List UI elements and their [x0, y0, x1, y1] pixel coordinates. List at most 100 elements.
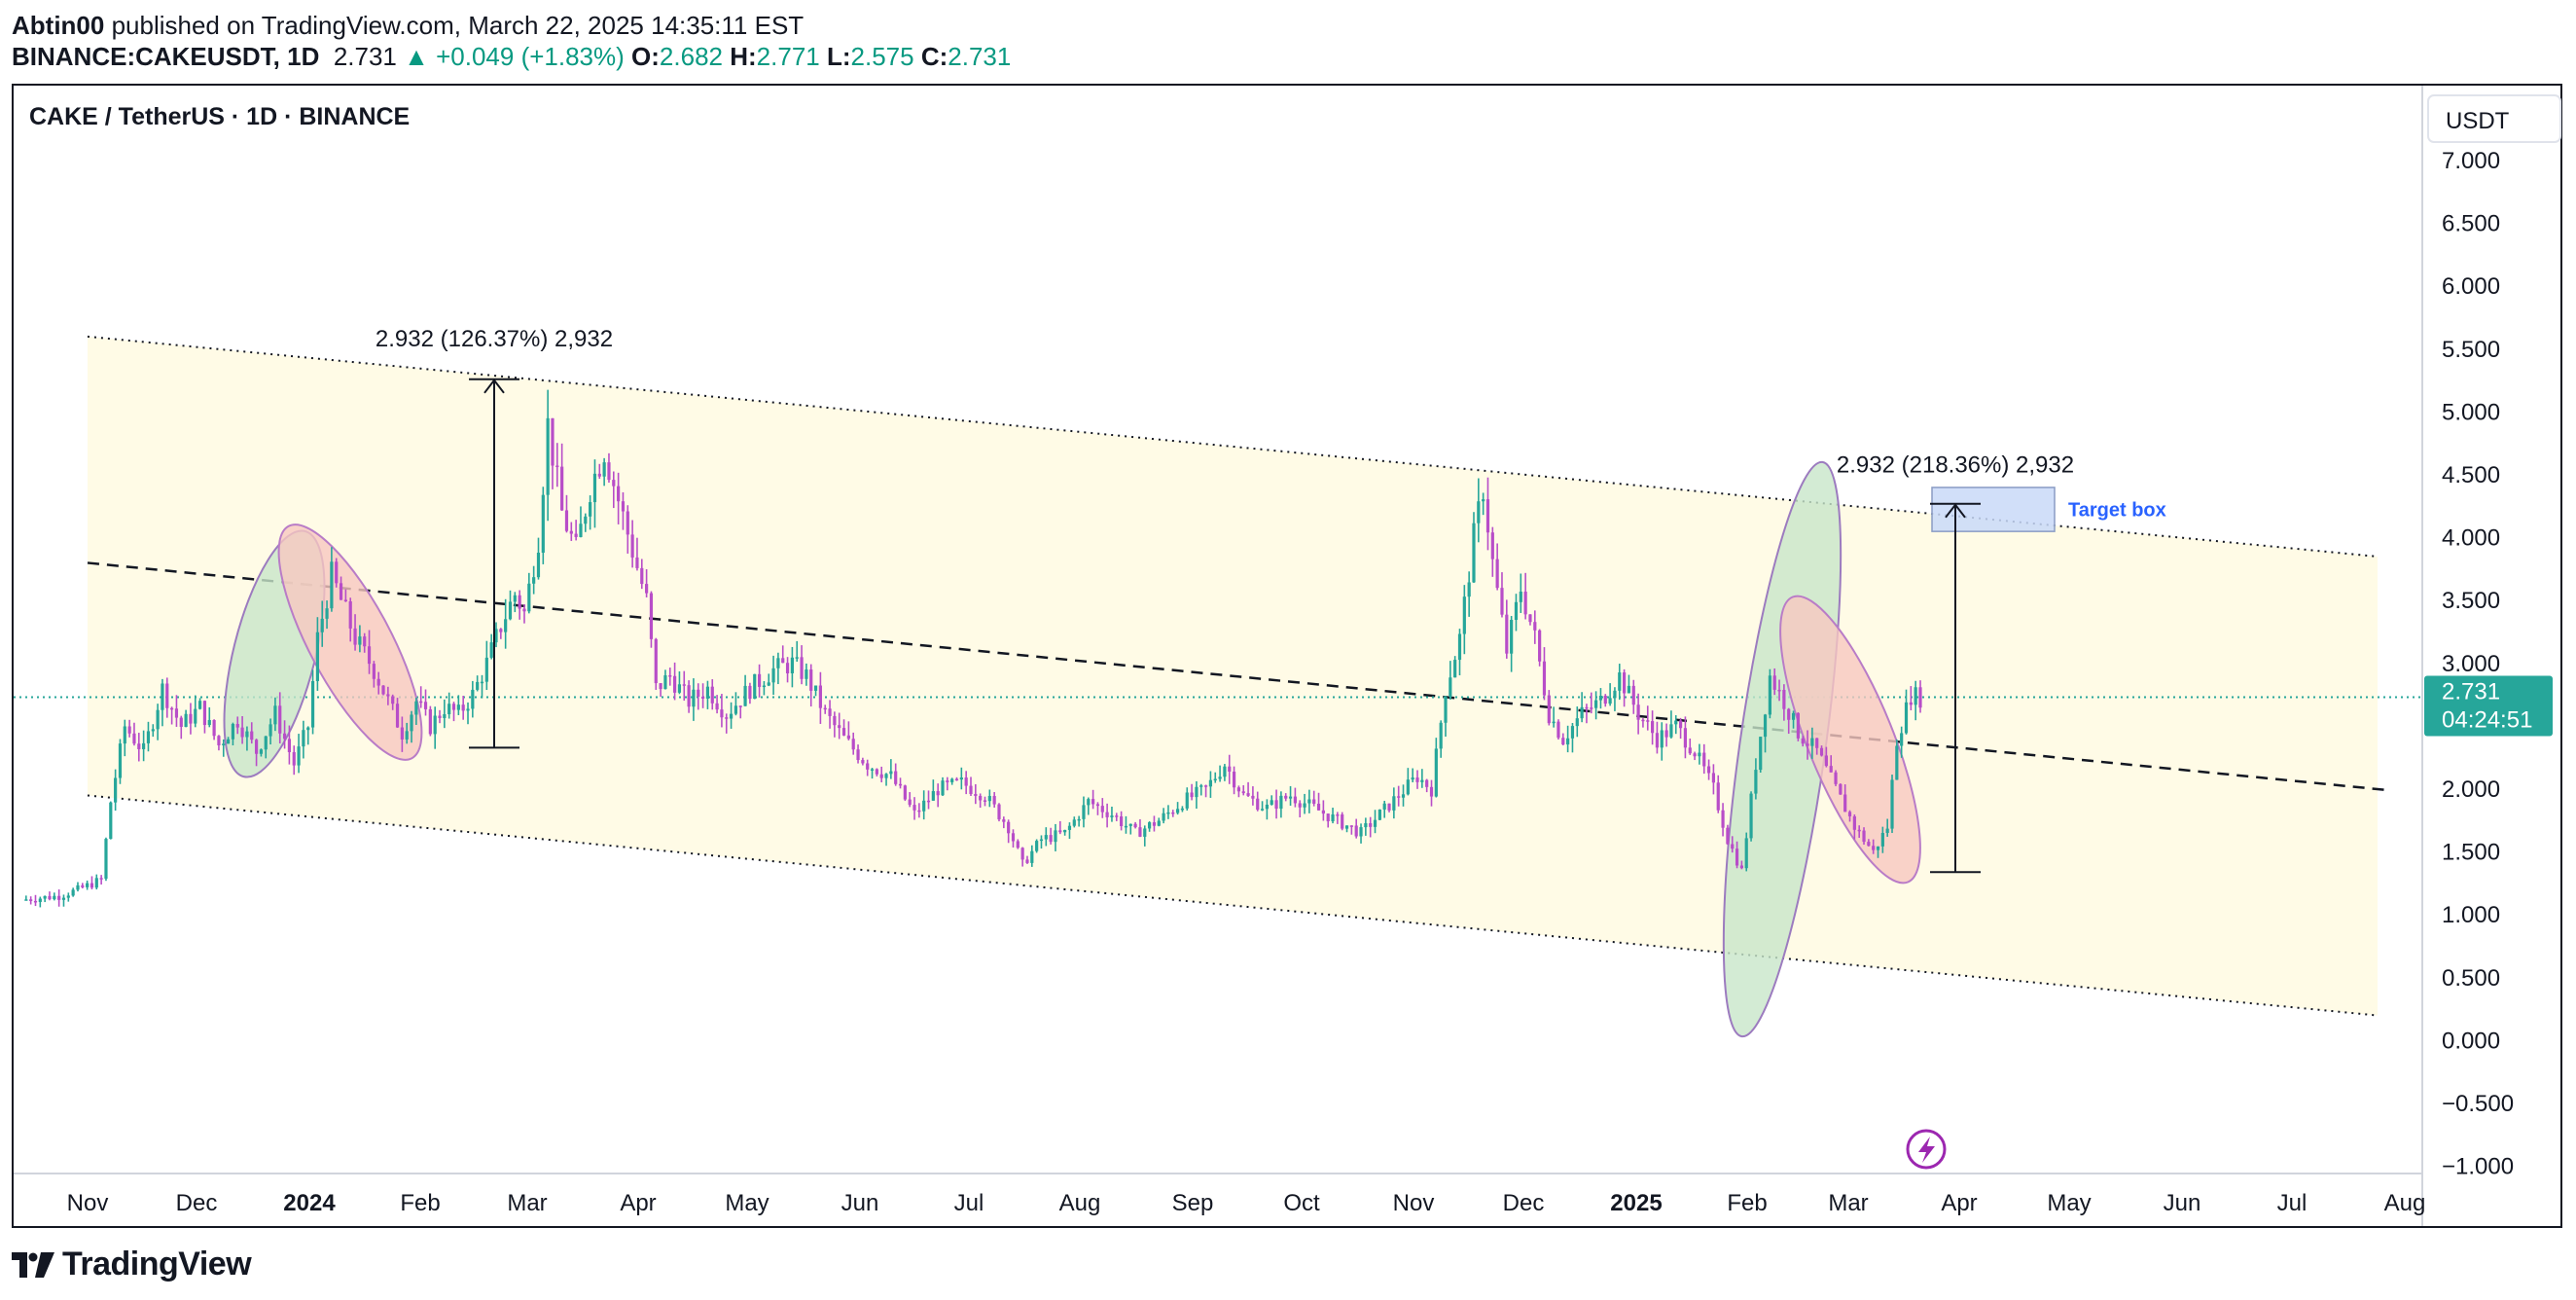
author-name[interactable]: Abtin00	[12, 11, 105, 40]
x-tick-label: May	[2047, 1190, 2091, 1216]
candle	[1063, 829, 1067, 836]
channel-mid-line[interactable]	[87, 561, 2386, 792]
candle	[1706, 759, 1711, 780]
x-tick-label: Nov	[67, 1190, 109, 1216]
chart-frame[interactable]	[12, 84, 2562, 1228]
candle	[1110, 806, 1114, 822]
measure-label-2: 2.932 (218.36%) 2,932	[1837, 452, 2074, 479]
candle	[574, 520, 578, 541]
candle	[381, 685, 385, 696]
candle	[1631, 679, 1635, 714]
candle	[1288, 785, 1293, 807]
candle	[809, 664, 813, 707]
candle	[1072, 816, 1076, 828]
high-label: H:	[730, 42, 757, 71]
candle	[1236, 785, 1241, 798]
candle	[720, 694, 724, 728]
measurements[interactable]	[469, 378, 1981, 874]
candle	[310, 669, 315, 735]
candle	[264, 736, 268, 759]
candle	[682, 670, 686, 702]
candle	[569, 522, 573, 541]
candle	[410, 710, 413, 743]
candle	[1270, 795, 1273, 806]
candle	[941, 776, 945, 796]
candle	[161, 678, 164, 727]
measure-1[interactable]	[469, 378, 519, 749]
candle	[1190, 783, 1194, 801]
candle	[908, 792, 912, 808]
candle	[423, 689, 428, 716]
lightning-icon[interactable]	[1906, 1129, 1947, 1170]
candle	[1213, 772, 1217, 783]
candle	[715, 695, 719, 714]
red-ellipse-2[interactable]	[1753, 581, 1948, 898]
currency-button[interactable]: USDT	[2446, 108, 2510, 134]
candle	[1678, 717, 1683, 740]
candle	[522, 604, 526, 624]
candle	[1514, 594, 1519, 632]
candle	[443, 699, 447, 729]
candle	[987, 789, 991, 808]
candle	[71, 887, 75, 897]
tradingview-brand: TradingView	[62, 1246, 252, 1282]
candle	[53, 892, 56, 901]
candle	[659, 683, 662, 697]
plot-area[interactable]	[14, 335, 2422, 1042]
candle	[1646, 705, 1650, 731]
candle	[838, 712, 841, 740]
candle	[700, 683, 705, 708]
candle	[541, 487, 545, 564]
candle	[846, 721, 850, 740]
candle	[1284, 793, 1288, 802]
red-ellipse-1[interactable]	[253, 507, 448, 777]
target-box[interactable]	[1931, 487, 2056, 532]
candle	[1744, 832, 1748, 872]
candle	[86, 880, 89, 890]
candle	[1847, 810, 1852, 822]
candle	[584, 513, 588, 532]
candle	[400, 716, 404, 752]
candle	[1007, 819, 1011, 844]
candle	[1265, 799, 1269, 820]
candle	[1251, 786, 1255, 806]
candle	[1011, 829, 1016, 848]
candle	[414, 697, 418, 725]
candle	[1124, 815, 1128, 834]
price-tag	[2424, 675, 2553, 737]
candle	[428, 705, 432, 737]
candle	[1735, 841, 1739, 869]
candle	[1067, 822, 1072, 840]
y-tick-label: 3.500	[2442, 588, 2500, 614]
candle	[1608, 683, 1612, 706]
candle	[1885, 818, 1889, 837]
candle	[1049, 827, 1053, 845]
candle	[626, 505, 629, 554]
candle	[795, 640, 799, 663]
x-tick-label: Mar	[1828, 1190, 1868, 1216]
candle	[1359, 823, 1363, 844]
candle	[1585, 704, 1589, 724]
time-axis[interactable]: Nov Dec 2024 Feb Mar Apr May Jun Jul Aug Sep Oct Nov…	[67, 1190, 2426, 1216]
candle	[1321, 800, 1325, 821]
candle	[273, 697, 277, 732]
candle	[1777, 679, 1781, 702]
candle	[833, 711, 837, 738]
candle	[254, 739, 259, 767]
measure-2[interactable]	[1930, 502, 1981, 874]
candle	[607, 452, 611, 483]
footer-brand[interactable]: TradingView	[12, 1246, 252, 1283]
currency-button-bg[interactable]	[2427, 94, 2561, 143]
price-axis[interactable]: 7.000 6.500 6.000 5.500 5.000 4.500 4.000 3.500…	[2442, 148, 2514, 1180]
candle	[1035, 839, 1039, 853]
candle	[1128, 823, 1132, 835]
candle	[1890, 775, 1894, 834]
candle	[471, 680, 475, 718]
candle	[841, 719, 846, 737]
candle	[1664, 723, 1668, 747]
candle	[451, 702, 456, 722]
candle	[1387, 803, 1391, 812]
candle	[484, 640, 488, 691]
candle	[866, 759, 870, 776]
